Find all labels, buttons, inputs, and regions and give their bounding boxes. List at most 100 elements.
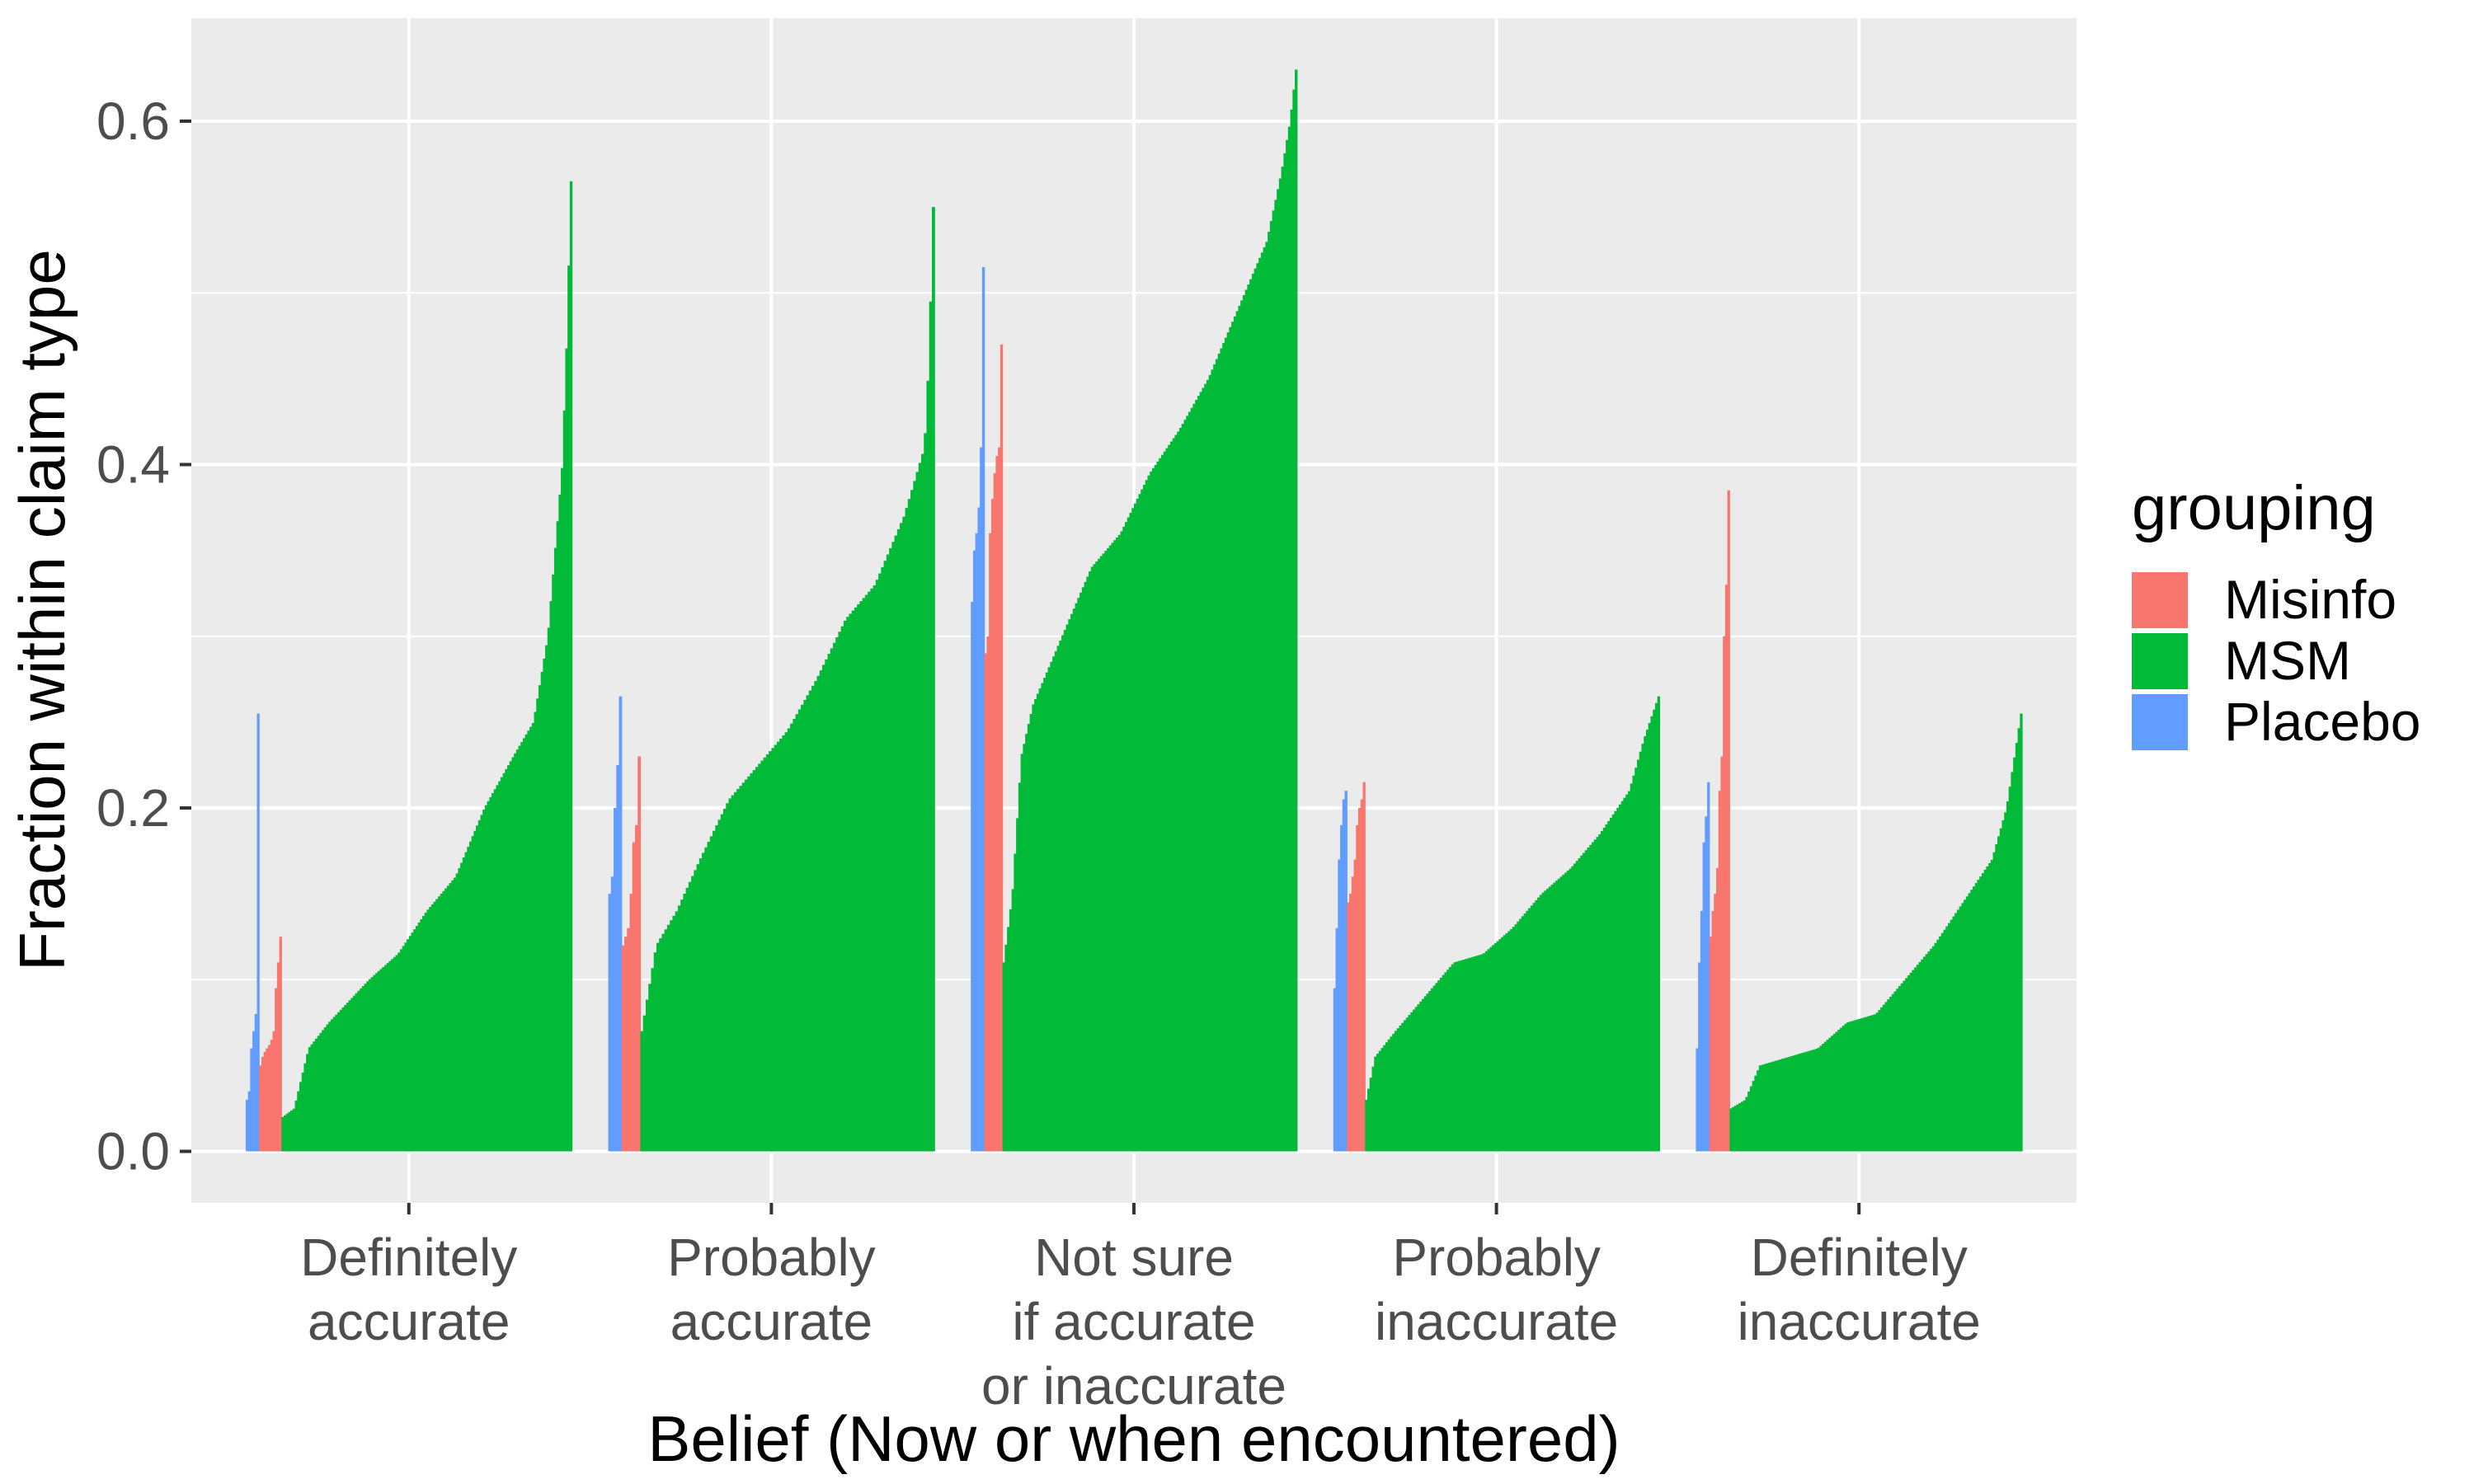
bar-msm [905,508,909,1152]
bar-msm [1011,889,1014,1152]
bar-msm [797,709,802,1152]
bar-msm [763,757,767,1152]
bar-msm [1526,910,1529,1152]
bar-msm [774,744,778,1152]
bar-msm [1589,844,1592,1152]
bar-msm [1274,200,1277,1152]
bar-msm [1620,801,1625,1152]
bar-msm [1202,387,1205,1152]
bar-msm [493,789,497,1152]
bar-msm [1217,354,1221,1152]
bar-msm [886,554,890,1152]
bar-msm [1045,672,1049,1152]
bar-msm [1059,640,1062,1152]
bar-msm [1007,927,1010,1152]
bar-msm [1009,909,1013,1152]
bar-msm [1602,827,1606,1152]
legend-label-misinfo: Misinfo [2224,569,2396,630]
bar-msm [313,1041,316,1152]
bar-msm [2011,772,2014,1152]
bar-msm [793,718,797,1152]
bar-msm [341,1007,345,1152]
bar-msm [1804,1052,1807,1152]
bar-msm [1430,988,1434,1152]
bar-msm [1607,820,1611,1152]
bar-msm [1943,929,1946,1152]
bar-msm [1489,946,1493,1152]
bar-msm [514,753,517,1152]
bar-msm [1142,485,1146,1152]
bar-msm [2004,812,2007,1152]
bar-msm [1970,890,1973,1152]
bar-msm [1226,332,1230,1152]
bar-msm [1592,842,1595,1152]
bar-msm [902,516,906,1152]
bar-msm [696,864,700,1152]
bar-msm [364,984,367,1152]
bar-msm [1437,980,1441,1152]
bar-msm [1412,1009,1416,1152]
bar-msm [1061,635,1065,1152]
bar-msm [540,672,543,1152]
bar-msm [1517,921,1520,1152]
bar-msm [1403,1020,1407,1152]
bar-msm [1286,139,1289,1152]
bar-msm [417,923,421,1152]
bar-msm [1480,954,1484,1152]
bar-msm [1290,109,1293,1152]
bar-msm [1794,1054,1798,1152]
bar-msm [1745,1097,1748,1152]
bar-msm [348,1000,351,1152]
bar-msm [1448,966,1452,1152]
bar-misinfo [632,842,636,1152]
bar-msm [1772,1061,1776,1152]
bar-msm [1930,948,1933,1152]
bar-msm [449,883,452,1152]
bar-msm [1089,571,1092,1152]
bar-msm [849,613,853,1152]
bar-msm [1799,1053,1803,1152]
bar-msm [1774,1060,1778,1152]
legend-key-placebo [2132,694,2188,750]
bar-msm [1841,1026,1846,1152]
bar-msm [1610,817,1613,1152]
bar-msm [473,830,477,1152]
bar-msm [361,986,365,1152]
bar-msm [1417,1004,1420,1152]
bar-misinfo [1718,791,1722,1152]
bar-msm [1075,603,1078,1152]
bar-msm [1483,953,1486,1152]
bar-msm [1050,661,1053,1152]
bar-msm [314,1038,318,1152]
bar-msm [543,658,546,1152]
bar-msm [500,777,504,1152]
bar-msm [292,1108,296,1152]
bar-msm [728,798,732,1152]
bar-msm [1584,850,1588,1152]
bar-msm [1806,1051,1809,1152]
bar-msm [1598,834,1602,1152]
bar-msm [1918,961,1921,1152]
bar-msm [1959,906,1962,1152]
bar-msm [397,952,401,1152]
bar-msm [1952,916,1955,1152]
bar-msm [1165,448,1169,1152]
bar-msm [1018,782,1022,1152]
y-axis-ticks: 0.0 0.2 0.4 0.6 [96,92,191,1181]
bar-misinfo [1362,782,1366,1152]
bar-msm [511,757,515,1152]
bar-msm [803,700,807,1152]
bar-msm [1546,888,1550,1152]
bar-msm [1828,1037,1832,1152]
bar-msm [496,785,499,1152]
bars [245,69,2023,1152]
bar-msm [913,481,917,1152]
bar-msm [1641,744,1644,1152]
bar-msm [1564,872,1568,1152]
bar-msm [1939,936,1942,1152]
bar-placebo [250,1048,253,1152]
bar-msm [1380,1048,1384,1152]
bar-placebo [252,1031,256,1152]
bar-msm [565,348,568,1152]
bar-msm [1487,949,1490,1152]
